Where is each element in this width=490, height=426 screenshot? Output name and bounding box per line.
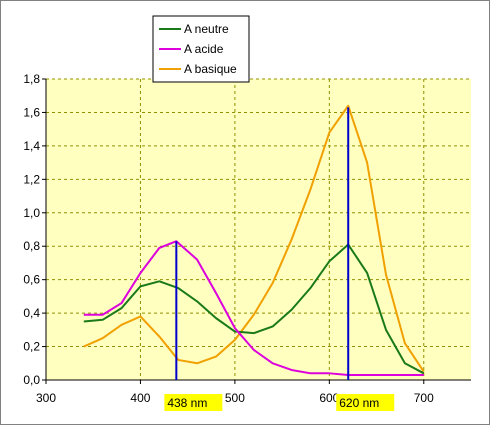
y-tick-label: 1,6 — [23, 105, 40, 119]
x-tick-label: 300 — [36, 391, 56, 405]
legend: A neutre A acide A basique — [152, 15, 250, 83]
peak-label-background — [336, 394, 395, 411]
series-line-a-acide — [83, 240, 424, 376]
y-tick-label: 0,2 — [23, 340, 40, 354]
plot-area — [46, 79, 471, 380]
series-line-a-neutre — [83, 243, 425, 375]
legend-label: A neutre — [184, 22, 229, 36]
legend-label: A acide — [184, 42, 224, 56]
x-tick-label: 400 — [130, 391, 150, 405]
peak-label: 438 nm — [167, 396, 207, 410]
x-tick-label: 600 — [319, 391, 339, 405]
peak-label: 620 nm — [339, 396, 379, 410]
series-line-a-basique — [83, 104, 425, 373]
y-tick-label: 0,8 — [23, 239, 40, 253]
y-tick-label: 0,4 — [23, 306, 40, 320]
x-tick-label: 700 — [414, 391, 434, 405]
y-tick-label: 1,4 — [23, 139, 40, 153]
x-tick-label: 500 — [225, 391, 245, 405]
y-tick-label: 1,8 — [23, 72, 40, 86]
y-tick-label: 0,0 — [23, 373, 40, 387]
y-tick-label: 1,2 — [23, 172, 40, 186]
y-tick-label: 1,0 — [23, 206, 40, 220]
legend-label: A basique — [184, 62, 237, 76]
y-tick-label: 0,6 — [23, 273, 40, 287]
peak-label-background — [164, 394, 223, 411]
